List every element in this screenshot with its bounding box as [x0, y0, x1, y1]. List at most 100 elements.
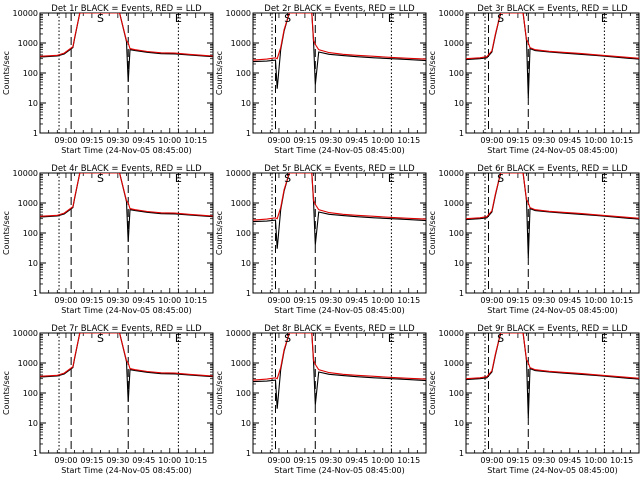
- x-tick-label: 09:15: [293, 136, 316, 145]
- series-group: [253, 173, 426, 249]
- marker-label-s: S: [497, 12, 504, 25]
- y-tick-label: 10: [241, 419, 251, 428]
- series-line-events: [466, 13, 639, 98]
- x-axis-label: Start Time (24-Nov-05 08:45:00): [487, 306, 617, 315]
- y-tick-label: 1: [246, 449, 251, 458]
- series-line-events: [466, 173, 639, 258]
- y-tick-label: 10000: [226, 9, 251, 18]
- y-tick-label: 1: [246, 129, 251, 138]
- marker-label-s: S: [284, 332, 291, 345]
- x-tick-label: 10:00: [584, 456, 607, 465]
- x-tick-label: 09:30: [106, 456, 129, 465]
- series-line-lld: [466, 333, 639, 380]
- panel-title: Det 4r BLACK = Events, RED = LLD: [51, 164, 202, 174]
- x-tick-label: 09:00: [54, 456, 77, 465]
- x-tick-label: 10:15: [397, 136, 420, 145]
- series-line-lld: [466, 13, 639, 60]
- y-tick-label: 10000: [439, 329, 464, 338]
- y-tick-label: 1000: [231, 39, 251, 48]
- y-axis-label: Counts/sec: [215, 371, 224, 415]
- x-tick-label: 09:45: [132, 456, 155, 465]
- x-tick-label: 09:00: [480, 296, 503, 305]
- x-tick-label: 09:45: [558, 296, 581, 305]
- x-tick-label: 10:00: [371, 296, 394, 305]
- panel-det-7r: 1 10 100 1000 10000 09:00 09:15 09:30 09:45 10:00…: [2, 324, 214, 475]
- marker-label-s: S: [497, 332, 504, 345]
- series-group: [466, 173, 639, 258]
- y-tick-label: 1000: [18, 39, 38, 48]
- y-tick-label: 10: [454, 419, 464, 428]
- panel-det-9r: 1 10 100 1000 10000 09:00 09:15 09:30 09:45 10:00…: [428, 324, 640, 475]
- y-tick-label: 10000: [13, 329, 38, 338]
- series-line-events: [253, 333, 426, 409]
- marker-label-s: S: [97, 12, 104, 25]
- y-axis-label: Counts/sec: [2, 211, 11, 255]
- x-tick-label: 09:15: [506, 296, 529, 305]
- x-tick-label: 10:00: [584, 296, 607, 305]
- series-line-events: [466, 333, 639, 418]
- y-axis-label: Counts/sec: [2, 51, 11, 95]
- y-tick-label: 1: [33, 449, 38, 458]
- panel-title: Det 8r BLACK = Events, RED = LLD: [264, 324, 415, 334]
- marker-label-s: S: [97, 172, 104, 185]
- y-tick-label: 10: [241, 259, 251, 268]
- x-tick-label: 10:15: [397, 296, 420, 305]
- y-tick-label: 1000: [18, 199, 38, 208]
- y-tick-label: 10: [28, 259, 38, 268]
- y-tick-label: 100: [23, 389, 38, 398]
- series-group: [253, 13, 426, 89]
- panel-det-3r: 1 10 100 1000 10000 09:00 09:15 09:30 09:45 10:00…: [428, 4, 640, 155]
- y-tick-label: 10000: [13, 9, 38, 18]
- x-tick-label: 09:45: [132, 296, 155, 305]
- x-tick-label: 09:45: [345, 136, 368, 145]
- series-group: [466, 333, 639, 418]
- marker-label-e: E: [388, 172, 395, 185]
- y-tick-label: 1: [459, 129, 464, 138]
- y-axis-label: Counts/sec: [428, 371, 437, 415]
- y-tick-label: 10: [28, 99, 38, 108]
- y-tick-label: 1000: [231, 359, 251, 368]
- x-axis-label: Start Time (24-Nov-05 08:45:00): [61, 466, 191, 475]
- marker-label-e: E: [601, 12, 608, 25]
- series-line-lld: [253, 13, 426, 61]
- series-group: [40, 173, 213, 243]
- x-tick-label: 10:00: [158, 296, 181, 305]
- plot-frame: [465, 172, 640, 294]
- y-tick-label: 1000: [444, 359, 464, 368]
- x-axis-label: Start Time (24-Nov-05 08:45:00): [274, 466, 404, 475]
- x-tick-label: 09:30: [106, 136, 129, 145]
- marker-label-e: E: [601, 172, 608, 185]
- y-axis-label: Counts/sec: [215, 211, 224, 255]
- y-tick-label: 10: [454, 259, 464, 268]
- y-tick-label: 1000: [444, 199, 464, 208]
- marker-label-s: S: [284, 12, 291, 25]
- panel-title: Det 6r BLACK = Events, RED = LLD: [477, 164, 628, 174]
- x-axis-label: Start Time (24-Nov-05 08:45:00): [487, 146, 617, 155]
- x-tick-label: 09:30: [532, 456, 555, 465]
- panel-det-2r: 1 10 100 1000 10000 09:00 09:15 09:30 09:45 10:00…: [215, 4, 427, 155]
- marker-label-e: E: [175, 332, 182, 345]
- y-tick-label: 100: [23, 229, 38, 238]
- x-tick-label: 09:45: [558, 456, 581, 465]
- x-tick-label: 10:00: [158, 136, 181, 145]
- series-line-events: [40, 173, 213, 243]
- y-tick-label: 10: [454, 99, 464, 108]
- x-tick-label: 09:30: [319, 136, 342, 145]
- x-tick-label: 10:00: [158, 456, 181, 465]
- plot-frame: [465, 12, 640, 134]
- y-axis-label: Counts/sec: [215, 51, 224, 95]
- plot-frame: [465, 332, 640, 454]
- x-axis-label: Start Time (24-Nov-05 08:45:00): [61, 306, 191, 315]
- series-line-lld: [253, 333, 426, 381]
- marker-label-e: E: [175, 172, 182, 185]
- y-axis-label: Counts/sec: [428, 211, 437, 255]
- x-tick-label: 10:15: [397, 456, 420, 465]
- x-tick-label: 10:15: [184, 296, 207, 305]
- x-tick-label: 09:15: [80, 296, 103, 305]
- x-tick-label: 09:15: [506, 136, 529, 145]
- y-tick-label: 100: [236, 69, 251, 78]
- y-tick-label: 10000: [13, 169, 38, 178]
- plot-frame: [39, 332, 214, 454]
- x-axis-label: Start Time (24-Nov-05 08:45:00): [61, 146, 191, 155]
